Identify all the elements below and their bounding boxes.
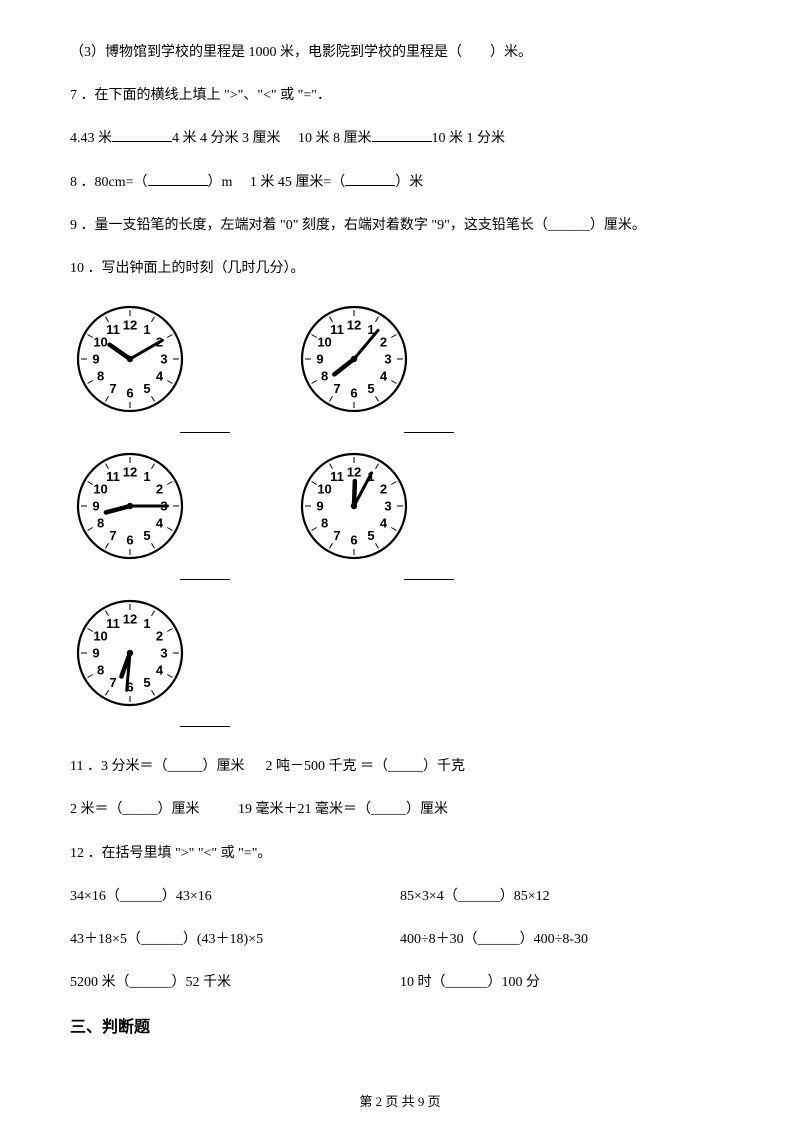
svg-text:12: 12 <box>123 318 137 333</box>
q7b-blank[interactable] <box>372 128 432 142</box>
svg-text:2: 2 <box>379 482 386 497</box>
svg-text:11: 11 <box>106 322 120 337</box>
svg-text:4: 4 <box>156 663 164 678</box>
svg-text:5: 5 <box>143 528 150 543</box>
svg-text:12: 12 <box>123 465 137 480</box>
q7a-blank[interactable] <box>112 128 172 142</box>
svg-text:11: 11 <box>330 322 344 337</box>
svg-text:9: 9 <box>92 646 99 661</box>
svg-text:5: 5 <box>143 675 150 690</box>
clock-row-3: 123456789101112 <box>70 593 730 732</box>
svg-text:1: 1 <box>143 616 150 631</box>
q7-stem: 7 ．在下面的横线上填上 ">"、"<" 或 "="． <box>70 83 730 108</box>
svg-text:6: 6 <box>350 533 357 548</box>
q8: 8 ．80cm=（ ）m 1 米 45 厘米=（ ）米 <box>70 170 730 195</box>
q11-r1a: 11 ．3 分米＝（_____）厘米 <box>70 759 244 774</box>
svg-text:11: 11 <box>330 469 344 484</box>
svg-text:8: 8 <box>320 369 327 384</box>
q7a-right: 4 米 4 分米 3 厘米 <box>172 131 281 146</box>
svg-text:11: 11 <box>106 616 120 631</box>
q11-row1: 11 ．3 分米＝（_____）厘米 2 吨－500 千克 ＝（_____）千克 <box>70 754 730 779</box>
q12-row1: 34×16（______）43×16 85×3×4（______）85×12 <box>70 884 730 909</box>
q10-stem: 10 ．写出钟面上的时刻（几时几分）。 <box>70 256 730 281</box>
svg-text:2: 2 <box>156 629 163 644</box>
svg-text:4: 4 <box>156 369 164 384</box>
svg-text:9: 9 <box>92 499 99 514</box>
q8a-left: 8 ．80cm=（ <box>70 175 148 190</box>
svg-text:8: 8 <box>97 663 104 678</box>
svg-text:6: 6 <box>126 533 133 548</box>
q7b-left: 10 米 8 厘米 <box>298 131 372 146</box>
svg-text:4: 4 <box>379 369 387 384</box>
svg-text:3: 3 <box>160 352 167 367</box>
q11-r2b: 19 毫米＋21 毫米＝（_____）厘米 <box>238 802 448 817</box>
q12-r1-r: 85×3×4（______）85×12 <box>400 884 730 909</box>
q12-r2-r: 400÷8＋30（______）400÷8-30 <box>400 927 730 952</box>
q11-r2a: 2 米＝（_____）厘米 <box>70 802 200 817</box>
svg-text:2: 2 <box>379 335 386 350</box>
q7-items: 4.43 米 4 米 4 分米 3 厘米 10 米 8 厘米 10 米 1 分米 <box>70 126 730 151</box>
clock-2-blank[interactable] <box>404 421 454 433</box>
svg-text:3: 3 <box>160 646 167 661</box>
svg-text:9: 9 <box>316 499 323 514</box>
svg-text:12: 12 <box>346 465 360 480</box>
q11-row2: 2 米＝（_____）厘米 19 毫米＋21 毫米＝（_____）厘米 <box>70 797 730 822</box>
clock-4: 123456789101112 <box>294 446 454 585</box>
svg-text:3: 3 <box>384 499 391 514</box>
svg-text:8: 8 <box>97 369 104 384</box>
q9-text: 9 ．量一支铅笔的长度，左端对着 "0" 刻度，右端对着数字 "9"，这支铅笔长… <box>70 213 730 238</box>
clock-row-2: 123456789101112 123456789101112 <box>70 446 730 585</box>
q8a-right: ）m <box>208 175 233 190</box>
svg-text:9: 9 <box>92 352 99 367</box>
svg-text:6: 6 <box>350 386 357 401</box>
svg-text:11: 11 <box>106 469 120 484</box>
section-3-title: 三、判断题 <box>70 1013 730 1037</box>
svg-text:7: 7 <box>109 381 116 396</box>
q12-stem: 12 ．在括号里填 ">" "<" 或 "="。 <box>70 841 730 866</box>
q12-row3: 5200 米（______）52 千米 10 时（______）100 分 <box>70 970 730 995</box>
q12-r1-l: 34×16（______）43×16 <box>70 884 400 909</box>
q8a-blank[interactable] <box>148 172 208 186</box>
clock-5: 123456789101112 <box>70 593 230 732</box>
svg-text:8: 8 <box>97 516 104 531</box>
svg-text:1: 1 <box>143 322 150 337</box>
clock-1-blank[interactable] <box>180 421 230 433</box>
svg-text:5: 5 <box>143 381 150 396</box>
q8b-left: 1 米 45 厘米=（ <box>250 175 345 190</box>
q8b-right: ）米 <box>395 175 423 190</box>
svg-text:1: 1 <box>143 469 150 484</box>
svg-text:12: 12 <box>346 318 360 333</box>
clock-row-1: 123456789101112 123456789101112 <box>70 299 730 438</box>
page-footer: 第 2 页 共 9 页 <box>0 1091 800 1110</box>
q7a-left: 4.43 米 <box>70 131 112 146</box>
svg-text:5: 5 <box>367 528 374 543</box>
q3-text: （3）博物馆到学校的里程是 1000 米，电影院到学校的里程是（ ）米。 <box>70 40 730 65</box>
q12-r3-l: 5200 米（______）52 千米 <box>70 970 400 995</box>
svg-text:4: 4 <box>379 516 387 531</box>
clock-4-blank[interactable] <box>404 568 454 580</box>
svg-text:5: 5 <box>367 381 374 396</box>
clock-5-blank[interactable] <box>180 715 230 727</box>
q8b-blank[interactable] <box>345 172 395 186</box>
svg-text:7: 7 <box>333 528 340 543</box>
svg-text:7: 7 <box>109 675 116 690</box>
svg-text:4: 4 <box>156 516 164 531</box>
clock-1: 123456789101112 <box>70 299 230 438</box>
svg-text:3: 3 <box>384 352 391 367</box>
svg-text:7: 7 <box>333 381 340 396</box>
q12-r2-l: 43＋18×5（______）(43＋18)×5 <box>70 927 400 952</box>
svg-text:8: 8 <box>320 516 327 531</box>
svg-text:9: 9 <box>316 352 323 367</box>
svg-text:2: 2 <box>156 482 163 497</box>
clock-3: 123456789101112 <box>70 446 230 585</box>
q12-r3-r: 10 时（______）100 分 <box>400 970 730 995</box>
svg-text:6: 6 <box>126 386 133 401</box>
clock-3-blank[interactable] <box>180 568 230 580</box>
q12-row2: 43＋18×5（______）(43＋18)×5 400÷8＋30（______… <box>70 927 730 952</box>
svg-text:7: 7 <box>109 528 116 543</box>
q7b-right: 10 米 1 分米 <box>432 131 506 146</box>
svg-text:12: 12 <box>123 612 137 627</box>
clock-2: 123456789101112 <box>294 299 454 438</box>
q11-r1b: 2 吨－500 千克 ＝（_____）千克 <box>265 759 465 774</box>
